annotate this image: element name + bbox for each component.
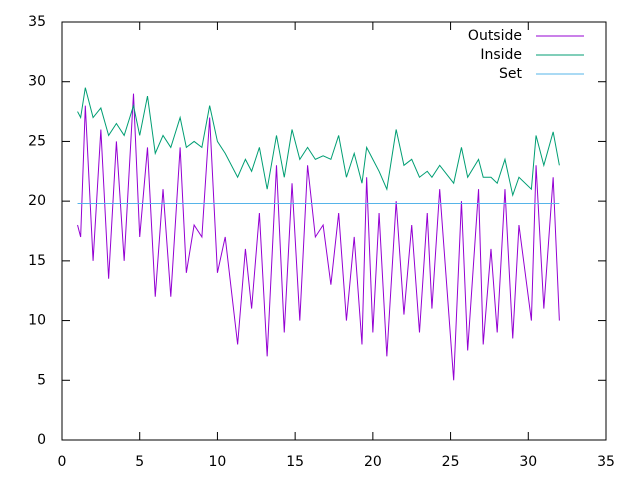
y-tick-label: 5 [37,372,46,388]
data-line [77,93,560,381]
y-tick-label: 20 [28,193,46,209]
y-tick-label: 0 [37,432,46,448]
x-tick-label: 0 [58,454,67,470]
data-line [77,87,560,198]
y-tick-label: 35 [28,14,46,30]
y-tick-label: 10 [28,313,46,329]
y-tick-label: 25 [28,133,46,149]
x-tick-label: 20 [364,454,382,470]
y-tick-label: 15 [28,253,46,269]
x-tick-label: 10 [209,454,227,470]
legend-label: Set [499,66,523,82]
x-tick-label: 15 [286,454,304,470]
x-tick-label: 25 [442,454,460,470]
y-tick-label: 30 [28,74,46,90]
x-tick-label: 5 [135,454,144,470]
legend-label: Inside [480,47,522,63]
legend-label: Outside [468,28,522,44]
x-tick-label: 35 [597,454,615,470]
x-tick-label: 30 [519,454,537,470]
plot-border [61,21,607,441]
